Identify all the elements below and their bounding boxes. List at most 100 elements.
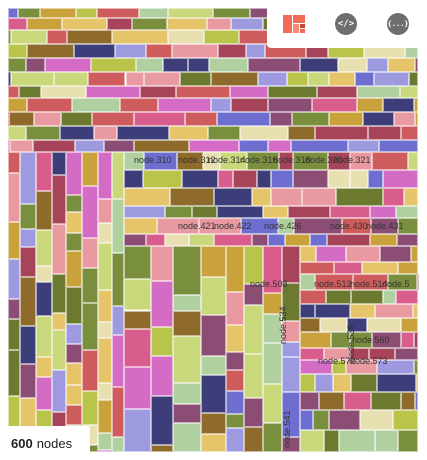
treemap-cell[interactable] (66, 232, 82, 251)
treemap-cell[interactable] (244, 305, 263, 355)
treemap-cell[interactable] (382, 188, 405, 206)
treemap-cell[interactable] (26, 44, 75, 58)
treemap-cell[interactable] (278, 218, 294, 234)
treemap-cell[interactable] (203, 30, 240, 44)
treemap-cell[interactable] (66, 30, 112, 44)
treemap-cell[interactable] (330, 206, 370, 218)
treemap-cell[interactable] (300, 430, 325, 452)
treemap-cell[interactable] (82, 302, 98, 351)
treemap-cell[interactable] (200, 433, 226, 452)
treemap-cell[interactable] (10, 30, 47, 44)
treemap-cell[interactable] (216, 112, 271, 126)
treemap-cell[interactable] (142, 170, 182, 188)
treemap-cell[interactable] (8, 152, 20, 173)
treemap-cell[interactable] (8, 44, 27, 58)
treemap-cell[interactable] (401, 332, 414, 348)
treemap-cell[interactable] (287, 206, 331, 218)
treemap-cell[interactable] (208, 58, 249, 72)
treemap-cell[interactable] (150, 327, 174, 356)
treemap-cell[interactable] (212, 8, 251, 18)
treemap-cell[interactable] (98, 382, 112, 400)
treemap-cell[interactable] (176, 86, 230, 98)
treemap-cell[interactable] (225, 370, 245, 391)
treemap-cell[interactable] (387, 58, 415, 72)
treemap-cell[interactable] (350, 290, 384, 304)
treemap-cell[interactable] (325, 290, 351, 304)
treemap-cell[interactable] (379, 140, 418, 152)
treemap-cell[interactable] (267, 234, 286, 246)
treemap-cell[interactable] (150, 246, 174, 281)
treemap-cell[interactable] (33, 140, 75, 152)
treemap-cell[interactable] (66, 362, 82, 385)
treemap-cell[interactable] (20, 277, 36, 326)
treemap-cell[interactable] (36, 376, 52, 410)
treemap-cell[interactable] (350, 374, 377, 392)
treemap-cell[interactable] (192, 206, 217, 218)
treemap-cell[interactable] (211, 72, 259, 86)
treemap-cell[interactable] (369, 234, 398, 246)
treemap-cell[interactable] (208, 126, 241, 140)
treemap-cell[interactable] (262, 342, 282, 385)
treemap-cell[interactable] (300, 348, 325, 360)
treemap-cell[interactable] (401, 126, 418, 140)
treemap-cell[interactable] (124, 152, 144, 170)
treemap-cell[interactable] (214, 234, 252, 246)
treemap-cell[interactable] (8, 318, 20, 351)
treemap-cell[interactable] (327, 152, 351, 170)
treemap-cell[interactable] (244, 398, 263, 428)
treemap-cell[interactable] (18, 86, 42, 98)
treemap-cell[interactable] (172, 44, 218, 58)
treemap-cell[interactable] (98, 321, 112, 338)
treemap-cell[interactable] (314, 126, 369, 140)
treemap-cell[interactable] (262, 293, 282, 314)
treemap-cell[interactable] (124, 310, 151, 329)
treemap-cell[interactable] (8, 259, 20, 300)
treemap-cell[interactable] (8, 30, 11, 44)
treemap-cell[interactable] (200, 355, 226, 375)
treemap-cell[interactable] (52, 370, 66, 412)
treemap-cell[interactable] (168, 8, 213, 18)
treemap-cell[interactable] (301, 188, 336, 206)
treemap-cell[interactable] (150, 355, 174, 396)
treemap-cell[interactable] (146, 234, 166, 246)
treemap-cell[interactable] (210, 98, 232, 112)
treemap-cell[interactable] (382, 170, 418, 188)
treemap-cell[interactable] (281, 391, 300, 437)
treemap-cell[interactable] (8, 140, 10, 152)
treemap-cell[interactable] (398, 430, 418, 452)
treemap-cell[interactable] (300, 332, 331, 348)
treemap-cell[interactable] (150, 280, 174, 328)
treemap-cell[interactable] (270, 188, 302, 206)
treemap-cell[interactable] (124, 218, 158, 234)
treemap-cell[interactable] (124, 246, 151, 280)
treemap-cell[interactable] (357, 86, 401, 98)
treemap-cell[interactable] (36, 230, 52, 266)
treemap-cell[interactable] (119, 98, 158, 112)
treemap-cell[interactable] (143, 152, 178, 170)
treemap-cell[interactable] (124, 206, 166, 218)
treemap-cell[interactable] (409, 72, 418, 86)
treemap-cell[interactable] (414, 112, 418, 126)
treemap-cell[interactable] (106, 18, 132, 30)
treemap-cell[interactable] (231, 98, 268, 112)
treemap-cell[interactable] (225, 390, 245, 415)
treemap-cell[interactable] (379, 246, 411, 262)
treemap-cell[interactable] (52, 224, 66, 275)
treemap-cell[interactable] (314, 374, 334, 392)
treemap-cell[interactable] (66, 195, 82, 212)
treemap-cell[interactable] (262, 384, 282, 424)
treemap-cell[interactable] (247, 152, 279, 170)
treemap-cell[interactable] (173, 311, 201, 336)
treemap-cell[interactable] (140, 86, 177, 98)
treemap-cell[interactable] (66, 250, 82, 287)
treemap-cell[interactable] (179, 72, 212, 86)
treemap-cell[interactable] (293, 218, 342, 234)
treemap-cell[interactable] (376, 360, 415, 374)
treemap-cell[interactable] (300, 246, 316, 262)
treemap-cell[interactable] (112, 306, 124, 335)
treemap-cell[interactable] (46, 30, 67, 44)
treemap-cell[interactable] (414, 360, 418, 374)
treemap-cell[interactable] (267, 140, 292, 152)
treemap-cell[interactable] (36, 265, 52, 282)
code-view-button[interactable]: </> (323, 4, 369, 44)
